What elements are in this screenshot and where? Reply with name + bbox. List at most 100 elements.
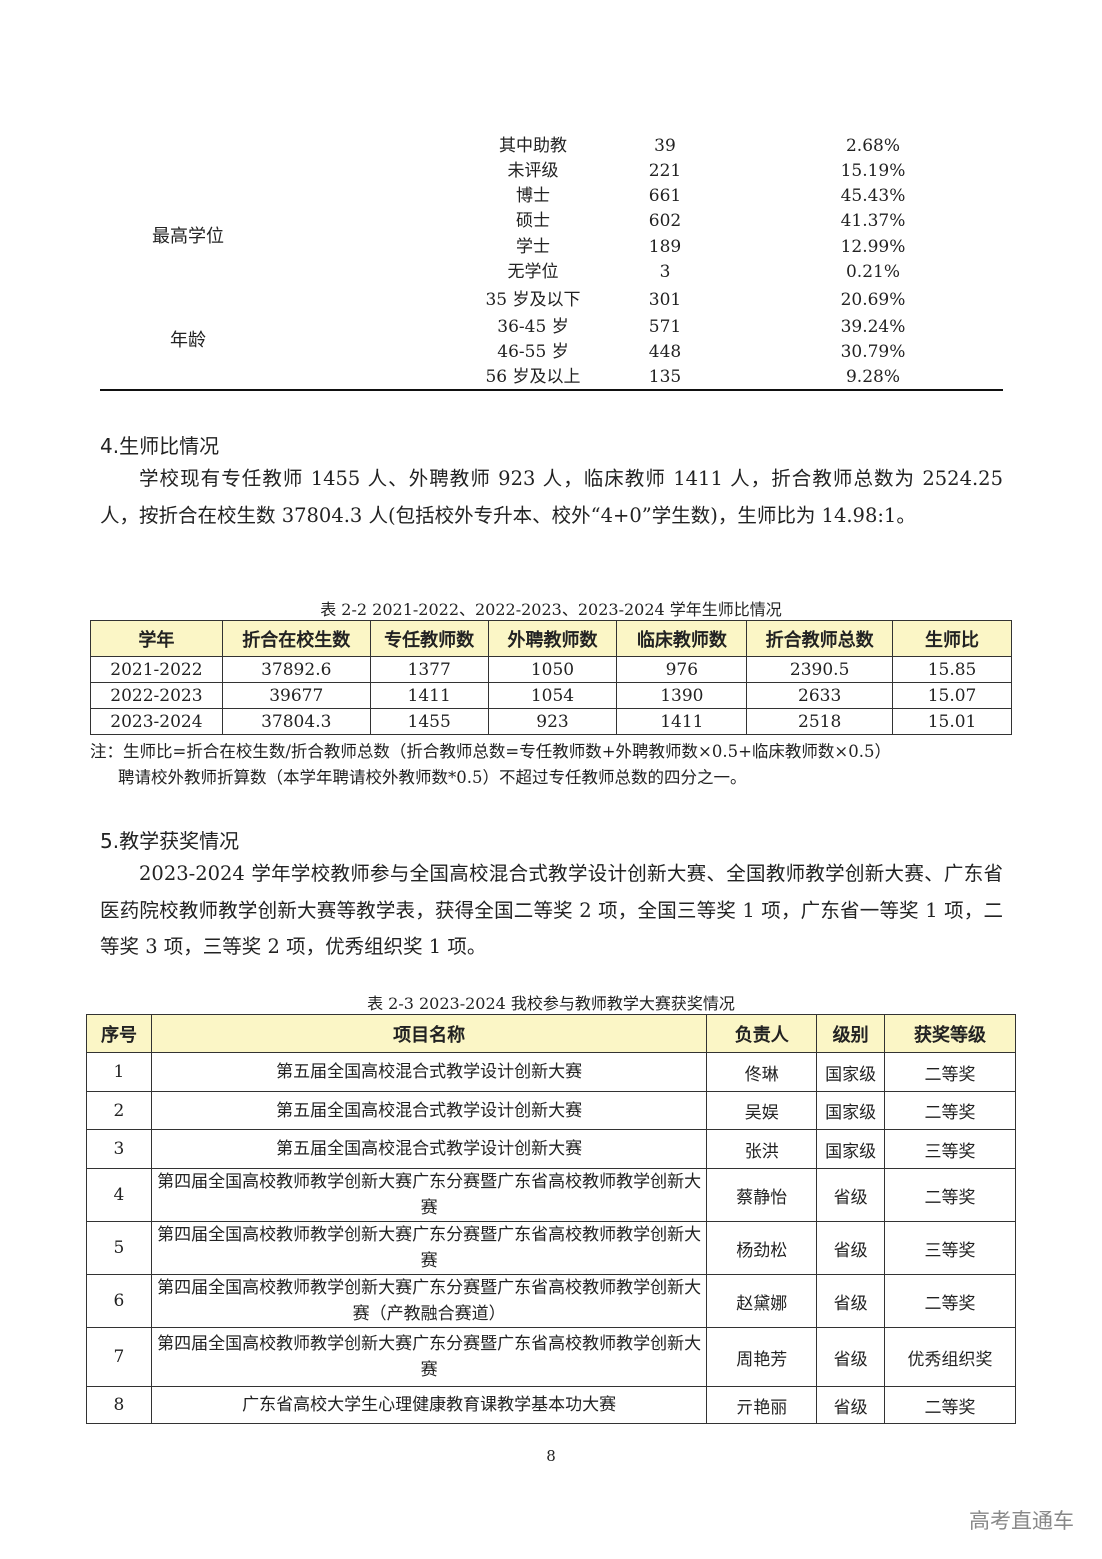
row-item: 36-45 岁 (497, 317, 569, 337)
table-row: 3 第五届全国高校混合式教学设计创新大赛 张洪 国家级 三等奖 (86, 1129, 1016, 1169)
table-cell: 1455 (369, 708, 489, 735)
table-cell: 省级 (816, 1221, 886, 1275)
table-cell: 37892.6 (221, 656, 371, 683)
column-header: 外聘教师数 (487, 620, 618, 657)
table-cell: 1054 (487, 682, 618, 709)
table-cell: 二等奖 (884, 1274, 1016, 1328)
row-percent: 45.43% (840, 186, 906, 206)
row-count: 661 (648, 186, 682, 206)
table-cell: 37804.3 (221, 708, 371, 735)
column-header: 生师比 (892, 620, 1012, 657)
section-4-paragraph: 学校现有专任教师 1455 人、外聘教师 923 人，临床教师 1411 人，折… (100, 467, 1003, 527)
table-cell: 张洪 (706, 1129, 818, 1169)
table-cell: 2021-2022 (90, 656, 223, 683)
table-cell: 周艳芳 (706, 1327, 818, 1387)
table-header-row: 学年 折合在校生数 专任教师数 外聘教师数 临床教师数 折合教师总数 生师比 (90, 620, 1012, 657)
table-cell: 2 (86, 1091, 152, 1130)
table-cell: 第四届全国高校教师教学创新大赛广东分赛暨广东省高校教师教学创新大赛（产教融合赛道… (150, 1274, 708, 1328)
table-cell: 二等奖 (884, 1168, 1016, 1222)
table-cell: 广东省高校大学生心理健康教育课教学基本功大赛 (150, 1386, 708, 1424)
table-2-2-note-1: 注：生师比=折合在校生数/折合教师总数（折合教师总数=专任教师数+外聘教师数×0… (90, 742, 891, 761)
table-row: 硕士 602 41.37% (100, 209, 1003, 234)
table-cell: 2390.5 (746, 656, 894, 683)
table-row: 2021-2022 37892.6 1377 1050 976 2390.5 15.85 (90, 656, 1012, 683)
table-cell: 赵黛娜 (706, 1274, 818, 1328)
table-bottom-rule (100, 389, 1003, 391)
table-cell: 第五届全国高校混合式教学设计创新大赛 (150, 1129, 708, 1169)
table-row: 36-45 岁 571 39.24% (100, 315, 1003, 340)
table-cell: 三等奖 (884, 1221, 1016, 1275)
row-percent: 41.37% (840, 211, 906, 231)
table-cell: 7 (86, 1327, 152, 1387)
row-item: 学士 (516, 237, 550, 257)
column-header: 学年 (90, 620, 223, 657)
page-number: 8 (546, 1447, 556, 1465)
column-header: 临床教师数 (616, 620, 748, 657)
table-row: 4 第四届全国高校教师教学创新大赛广东分赛暨广东省高校教师教学创新大赛 蔡静怡 省级二… (86, 1168, 1016, 1222)
table-cell: 976 (616, 656, 748, 683)
table-2-2-caption: 表 2-2 2021-2022、2022-2023、2023-2024 学年生师… (320, 600, 782, 619)
row-item: 56 岁及以上 (485, 367, 581, 387)
column-header: 项目名称 (150, 1014, 708, 1053)
table-row: 学士 189 12.99% (100, 235, 1003, 260)
table-cell: 2022-2023 (90, 682, 223, 709)
row-item: 46-55 岁 (497, 342, 569, 362)
group-label-degree: 最高学位 (152, 226, 224, 247)
table-cell: 2633 (746, 682, 894, 709)
section-4-heading: 4.生师比情况 (100, 434, 220, 458)
table-cell: 15.07 (892, 682, 1012, 709)
row-percent: 15.19% (840, 161, 906, 181)
row-percent: 30.79% (840, 342, 906, 362)
table-row: 其中助教 39 2.68% (100, 134, 1003, 159)
table-row: 8 广东省高校大学生心理健康教育课教学基本功大赛 亓艳丽 省级 二等奖 (86, 1386, 1016, 1424)
table-cell: 1390 (616, 682, 748, 709)
row-item: 其中助教 (499, 136, 567, 156)
row-count: 3 (659, 262, 671, 282)
table-row: 未评级 221 15.19% (100, 159, 1003, 184)
table-row: 6 第四届全国高校教师教学创新大赛广东分赛暨广东省高校教师教学创新大赛（产教融合赛… (86, 1274, 1016, 1328)
table-cell: 1 (86, 1052, 152, 1092)
row-count: 135 (648, 367, 682, 387)
table-cell: 2518 (746, 708, 894, 735)
table-2-3: 序号 项目名称 负责人 级别 获奖等级 1 第五届全国高校混合式教学设计创新大赛 佟琳 国家级… (86, 1014, 1016, 1424)
table-cell: 15.85 (892, 656, 1012, 683)
table-cell: 蔡静怡 (706, 1168, 818, 1222)
column-header: 折合在校生数 (221, 620, 371, 657)
row-item: 未评级 (507, 161, 559, 181)
row-count: 301 (648, 290, 682, 310)
table-cell: 第五届全国高校混合式教学设计创新大赛 (150, 1091, 708, 1130)
column-header: 序号 (86, 1014, 152, 1053)
table-cell: 5 (86, 1221, 152, 1275)
table-cell: 杨劲松 (706, 1221, 818, 1275)
row-item: 博士 (516, 186, 550, 206)
group-label-age: 年龄 (170, 330, 206, 351)
table-cell: 亓艳丽 (706, 1386, 818, 1424)
table-cell: 二等奖 (884, 1052, 1016, 1092)
row-count: 39 (654, 136, 676, 156)
watermark: 高考直通车 (969, 1509, 1074, 1533)
table-cell: 1411 (369, 682, 489, 709)
table-cell: 吴娱 (706, 1091, 818, 1130)
table-cell: 第四届全国高校教师教学创新大赛广东分赛暨广东省高校教师教学创新大赛 (150, 1221, 708, 1275)
row-count: 221 (648, 161, 682, 181)
section-5-heading: 5.教学获奖情况 (100, 829, 240, 853)
table-cell: 第五届全国高校混合式教学设计创新大赛 (150, 1052, 708, 1092)
row-count: 602 (648, 211, 682, 231)
table-row: 2 第五届全国高校混合式教学设计创新大赛 吴娱 国家级 二等奖 (86, 1091, 1016, 1130)
table-row: 35 岁及以下 301 20.69% (100, 288, 1003, 313)
table-cell: 三等奖 (884, 1129, 1016, 1169)
table-cell: 二等奖 (884, 1091, 1016, 1130)
table-row: 1 第五届全国高校混合式教学设计创新大赛 佟琳 国家级 二等奖 (86, 1052, 1016, 1092)
row-percent: 0.21% (845, 262, 900, 282)
column-header: 专任教师数 (369, 620, 489, 657)
table-row: 56 岁及以上 135 9.28% (100, 365, 1003, 390)
table-cell: 6 (86, 1274, 152, 1328)
row-percent: 2.68% (845, 136, 900, 156)
table-header-row: 序号 项目名称 负责人 级别 获奖等级 (86, 1014, 1016, 1053)
table-cell: 国家级 (816, 1091, 886, 1130)
table-cell: 15.01 (892, 708, 1012, 735)
table-cell: 8 (86, 1386, 152, 1424)
table-row: 46-55 岁 448 30.79% (100, 340, 1003, 365)
table-row: 2022-2023 39677 1411 1054 1390 2633 15.07 (90, 682, 1012, 709)
table-cell: 省级 (816, 1168, 886, 1222)
